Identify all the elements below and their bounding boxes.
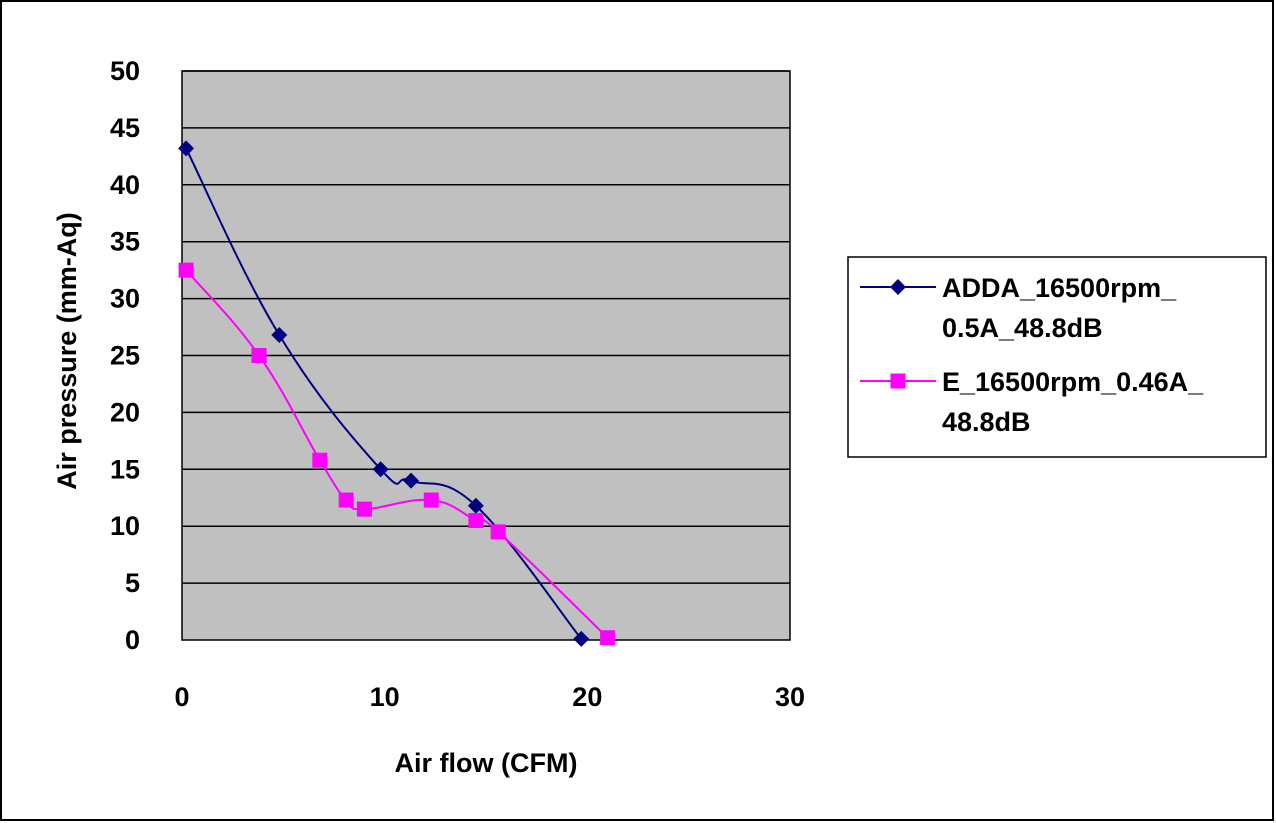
data-point <box>403 472 420 489</box>
series-1 <box>178 262 616 646</box>
legend-item: ADDA_16500rpm_ 0.5A_48.8dB <box>860 273 1177 343</box>
legend-label: 0.5A_48.8dB <box>942 313 1103 343</box>
y-tick-label: 40 <box>110 170 140 200</box>
y-axis-label: Air pressure (mm-Aq) <box>52 212 82 490</box>
legend-item: E_16500rpm_0.46A_ 48.8dB <box>860 367 1204 437</box>
data-point <box>423 492 439 508</box>
y-tick-label: 20 <box>110 397 140 427</box>
y-tick-label: 30 <box>110 284 140 314</box>
legend-marker <box>890 373 906 389</box>
x-tick-label: 10 <box>370 682 400 712</box>
legend-marker <box>890 279 906 295</box>
y-tick-label: 45 <box>110 113 140 143</box>
data-point <box>372 461 389 478</box>
x-tick-label: 20 <box>572 682 602 712</box>
x-axis-ticks: 0 10 20 30 <box>174 682 805 712</box>
y-axis-ticks: 0 5 10 15 20 25 30 35 40 45 50 <box>110 56 140 655</box>
data-point <box>573 630 590 647</box>
x-axis-label: Air flow (CFM) <box>395 748 578 778</box>
x-tick-label: 30 <box>775 682 805 712</box>
data-point <box>468 513 484 529</box>
legend-label: E_16500rpm_0.46A_ <box>942 367 1204 397</box>
y-tick-label: 50 <box>110 56 140 86</box>
x-tick-label: 0 <box>174 682 189 712</box>
data-point <box>312 452 328 468</box>
data-point <box>178 262 194 278</box>
gridlines <box>182 70 790 584</box>
data-point <box>338 492 354 508</box>
series-layer <box>178 140 616 647</box>
data-point <box>467 497 484 514</box>
data-point <box>600 630 616 646</box>
y-tick-label: 10 <box>110 511 140 541</box>
y-tick-label: 25 <box>110 341 140 371</box>
data-point <box>490 524 506 540</box>
y-tick-label: 35 <box>110 227 140 257</box>
y-tick-label: 0 <box>125 625 140 655</box>
legend-label: 48.8dB <box>942 407 1031 437</box>
y-tick-label: 15 <box>110 454 140 484</box>
data-point <box>251 348 267 363</box>
legend-label: ADDA_16500rpm_ <box>942 273 1177 303</box>
data-point <box>178 140 195 157</box>
legend: ADDA_16500rpm_ 0.5A_48.8dB E_16500rpm_0.46… <box>847 256 1267 458</box>
y-tick-label: 5 <box>125 568 140 598</box>
data-point <box>271 327 288 344</box>
legend-box <box>847 256 1267 458</box>
data-point <box>356 501 372 517</box>
